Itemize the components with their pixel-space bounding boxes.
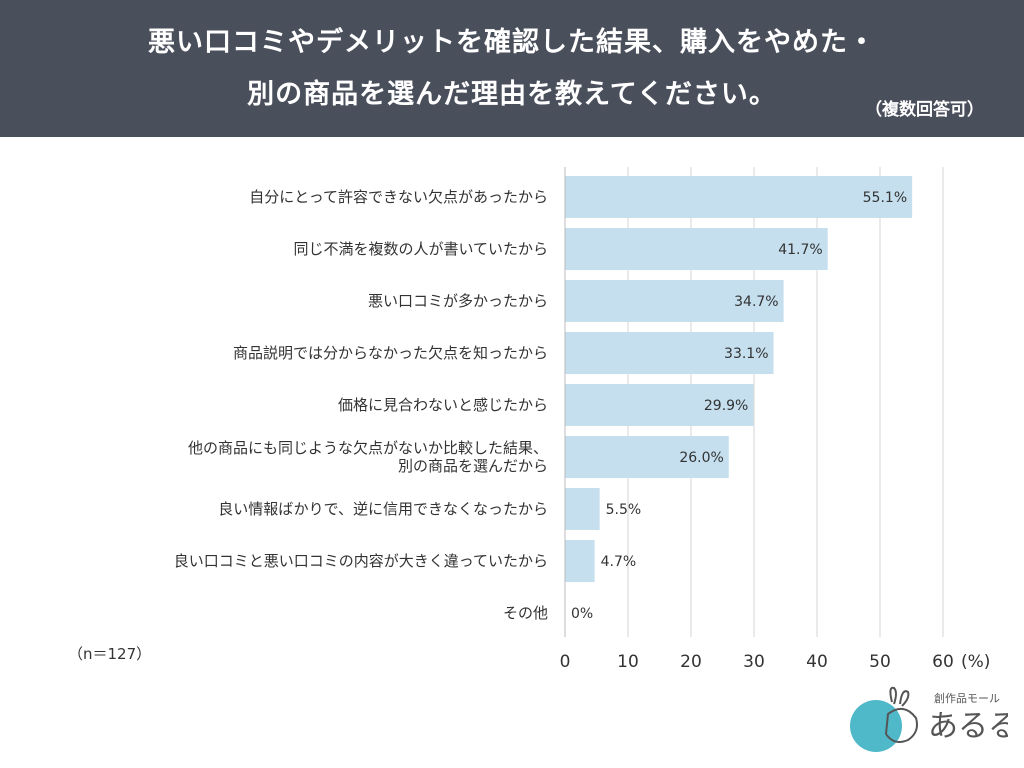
chart-header: 悪い口コミやデメリットを確認した結果、購入をやめた・ 別の商品を選んだ理由を教え… — [0, 0, 1024, 137]
multiple-answer-note: （複数回答可） — [865, 100, 984, 120]
value-label: 33.1% — [724, 346, 768, 362]
x-tick-label: 20 — [680, 652, 702, 672]
x-tick-label: 60 — [932, 652, 954, 672]
logo-brand-text: あるる — [928, 709, 1008, 744]
bar — [565, 228, 828, 270]
value-label: 4.7% — [601, 554, 637, 570]
brand-logo: 創作品モール あるる — [850, 686, 1008, 752]
chart-title-line-1: 悪い口コミやデメリットを確認した結果、購入をやめた・ — [148, 27, 876, 58]
category-label: 悪い口コミが多かったから — [368, 292, 548, 310]
category-label: 別の商品を選んだから — [398, 457, 548, 475]
category-label: 同じ不満を複数の人が書いていたから — [293, 240, 548, 258]
value-label: 55.1% — [863, 190, 907, 206]
x-tick-label: 50 — [869, 652, 891, 672]
bar — [565, 384, 754, 426]
x-tick-label: 10 — [617, 652, 639, 672]
value-label: 0% — [571, 606, 593, 622]
bar — [565, 436, 729, 478]
bar-chart: 55.1% 自分にとって許容できない欠点があったから 41.7% 同じ不満を複数の人が… — [68, 167, 990, 672]
category-label: 他の商品にも同じような欠点がないか比較した結果、 — [188, 439, 548, 457]
bar — [565, 176, 913, 218]
bar — [565, 332, 774, 374]
bar — [565, 280, 784, 322]
category-label: 良い口コミと悪い口コミの内容が大きく違っていたから — [174, 552, 548, 570]
value-label: 5.5% — [606, 502, 642, 518]
logo-small-text: 創作品モール — [934, 691, 1000, 705]
category-label: 商品説明では分からなかった欠点を知ったから — [233, 344, 548, 362]
x-tick-label: 0 — [560, 652, 571, 672]
x-unit-label: (%) — [961, 652, 990, 672]
category-label: 自分にとって許容できない欠点があったから — [249, 188, 548, 206]
rabbit-icon — [884, 686, 918, 743]
x-tick-label: 30 — [743, 652, 765, 672]
value-label: 41.7% — [778, 242, 822, 258]
sample-size-label: （n＝127） — [68, 645, 151, 663]
category-label: 価格に見合わないと感じたから — [338, 396, 548, 414]
bar — [565, 488, 600, 530]
logo-circle — [850, 700, 902, 752]
category-label: その他 — [503, 604, 548, 622]
chart-title-line-2: 別の商品を選んだ理由を教えてください。 — [247, 79, 777, 110]
value-label: 29.9% — [704, 398, 748, 414]
category-label: 良い情報ばかりで、逆に信用できなくなったから — [218, 500, 548, 518]
bar — [565, 540, 595, 582]
value-label: 34.7% — [734, 294, 778, 310]
value-label: 26.0% — [679, 450, 723, 466]
x-tick-label: 40 — [806, 652, 828, 672]
